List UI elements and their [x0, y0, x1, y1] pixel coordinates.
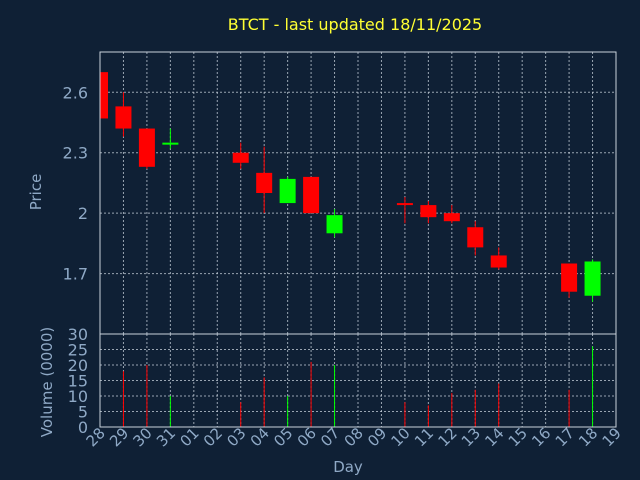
candle-body: [584, 261, 601, 296]
x-tick-label: 09: [364, 424, 390, 450]
volume-tick-label: 25: [68, 341, 88, 360]
price-tick-label: 2.3: [63, 144, 88, 163]
candle-body: [490, 255, 507, 268]
x-tick-label: 12: [434, 424, 460, 450]
candle-body: [396, 203, 413, 206]
x-tick-label: 03: [223, 424, 249, 450]
candle-body: [232, 152, 249, 163]
x-tick-label: 29: [106, 424, 132, 450]
x-tick-label: 01: [176, 424, 202, 450]
price-tick-label: 2: [78, 204, 88, 223]
candle-body: [138, 128, 155, 167]
volume-tick-label: 10: [68, 387, 88, 406]
candle-body: [443, 213, 460, 222]
price-tick-label: 2.6: [63, 83, 88, 102]
x-tick-label: 13: [458, 424, 484, 450]
x-tick-label: 16: [528, 424, 554, 450]
x-axis-label: Day: [333, 458, 363, 476]
volume-bars: [122, 346, 594, 427]
volume-tick-label: 15: [68, 372, 88, 391]
x-ticks: 2829303101020304050607080910111213141516…: [83, 424, 625, 450]
x-tick-label: 15: [505, 424, 531, 450]
volume-tick-label: 20: [68, 356, 88, 375]
x-tick-label: 04: [247, 424, 273, 450]
x-tick-label: 19: [599, 424, 625, 450]
volume-frame: [99, 333, 617, 428]
x-tick-label: 02: [200, 424, 226, 450]
volume-tick-label: 5: [78, 403, 88, 422]
x-tick-label: 31: [153, 424, 179, 450]
price-candles: [99, 72, 601, 302]
chart-title: BTCT - last updated 18/11/2025: [228, 15, 482, 34]
x-tick-label: 10: [388, 424, 414, 450]
x-tick-label: 08: [341, 424, 367, 450]
candle-body: [100, 72, 108, 119]
candle-body: [561, 263, 578, 292]
price-axis-label: Price: [27, 174, 45, 211]
x-tick-label: 06: [294, 424, 320, 450]
candle-body: [115, 106, 132, 129]
x-tick-label: 30: [130, 424, 156, 450]
candle-body: [279, 178, 296, 204]
candle-body: [256, 172, 273, 193]
candle-body: [303, 176, 320, 214]
volume-tick-label: 0: [78, 418, 88, 437]
candle-body: [326, 215, 343, 234]
candle-body: [162, 142, 179, 145]
volume-grid: [99, 333, 617, 428]
price-y-ticks: 1.7 2 2.3 2.6: [63, 83, 88, 283]
volume-axis-label: Volume (0000): [38, 327, 56, 437]
x-tick-label: 05: [270, 424, 296, 450]
price-grid: [99, 52, 617, 334]
candle-body: [467, 227, 484, 248]
x-tick-label: 18: [575, 424, 601, 450]
x-tick-label: 17: [552, 424, 578, 450]
price-tick-label: 1.7: [63, 265, 88, 284]
x-tick-label: 07: [317, 424, 343, 450]
x-tick-label: 14: [481, 424, 507, 450]
x-tick-label: 11: [411, 424, 437, 450]
volume-tick-label: 30: [68, 325, 88, 344]
candle-body: [420, 205, 437, 218]
